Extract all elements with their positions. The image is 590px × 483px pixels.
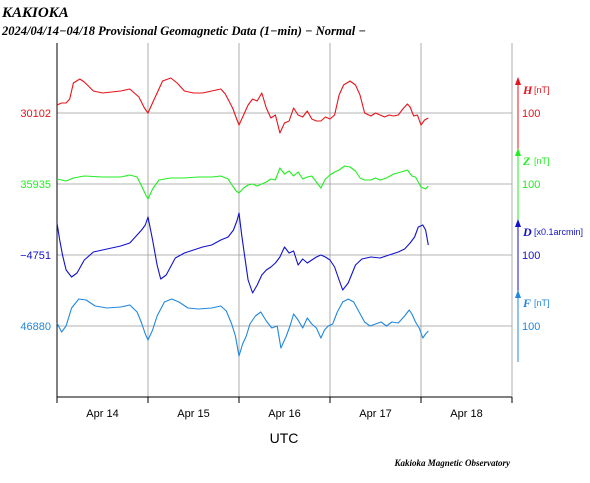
scale-label-h: 100 (522, 108, 540, 120)
x-tick-label: Apr 15 (177, 408, 209, 420)
component-name-d: D (522, 225, 532, 239)
scale-arrow-z (515, 148, 521, 156)
series-line-h (56, 77, 429, 134)
component-name-f: F (522, 296, 531, 310)
component-unit-f: [nT] (534, 298, 550, 308)
series-line-f (56, 298, 429, 357)
scale-label-d: 100 (522, 250, 540, 262)
station-title: KAKIOKA (1, 5, 69, 21)
component-name-z: Z (522, 154, 531, 168)
baseline-label-d: −4751 (20, 250, 51, 262)
grid (56, 43, 513, 398)
scale-label-z: 100 (522, 179, 540, 191)
component-name-h: H (522, 83, 533, 97)
x-tick-label: Apr 14 (86, 408, 118, 420)
footer-credit: Kakioka Magnetic Observatory (394, 458, 511, 468)
chart-subtitle: 2024/04/14−04/18 Provisional Geomagnetic… (1, 24, 366, 38)
x-tick-label: Apr 18 (450, 408, 482, 420)
x-tick-label: Apr 17 (359, 408, 391, 420)
scale-arrow-f (515, 290, 521, 298)
component-unit-h: [nT] (534, 85, 550, 95)
component-unit-d: [x0.1arcmin] (534, 227, 583, 237)
baseline-label-f: 46880 (20, 321, 51, 333)
x-tick-label: Apr 16 (268, 408, 300, 420)
scale-arrow-d (515, 219, 521, 227)
component-unit-z: [nT] (534, 156, 550, 166)
x-axis: Apr 14 Apr 15 Apr 16 Apr 17 Apr 18 (56, 397, 513, 420)
series-line-d (56, 212, 429, 294)
x-axis-label: UTC (270, 430, 299, 446)
scale-arrow-h (515, 77, 521, 85)
scale-label-f: 100 (522, 321, 540, 333)
baseline-label-z: 35935 (20, 179, 51, 191)
baseline-label-h: 30102 (20, 108, 51, 120)
series-lines (56, 77, 429, 357)
series-line-z (56, 165, 429, 200)
